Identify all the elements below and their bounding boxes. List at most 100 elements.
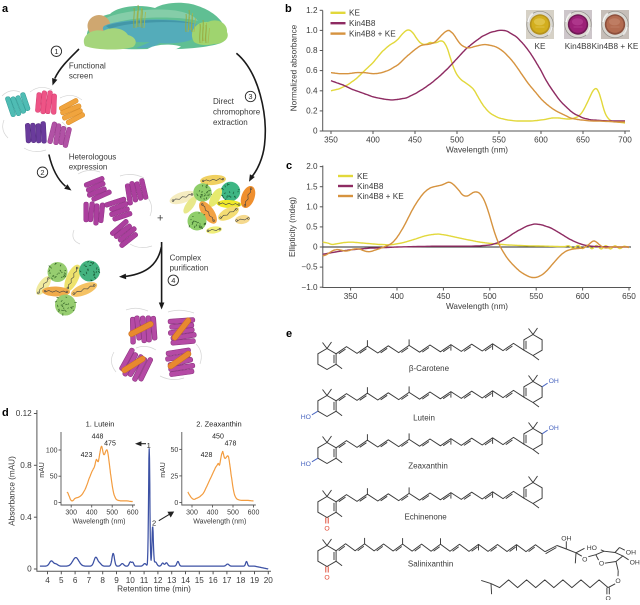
svg-text:b: b xyxy=(285,3,292,15)
svg-text:1.0: 1.0 xyxy=(306,202,318,211)
svg-text:700: 700 xyxy=(618,136,632,145)
svg-text:400: 400 xyxy=(390,292,404,301)
svg-text:−0.5: −0.5 xyxy=(301,263,318,272)
svg-text:e: e xyxy=(286,328,292,340)
svg-text:0: 0 xyxy=(54,500,58,507)
svg-text:25: 25 xyxy=(171,473,179,480)
svg-text:15: 15 xyxy=(195,576,205,585)
svg-text:1: 1 xyxy=(54,47,58,56)
svg-text:0: 0 xyxy=(313,127,318,136)
svg-text:650: 650 xyxy=(576,136,590,145)
svg-text:OH: OH xyxy=(549,425,559,432)
svg-text:Wavelength (nm): Wavelength (nm) xyxy=(446,302,508,311)
svg-text:17: 17 xyxy=(222,576,232,585)
svg-text:Wavelength (nm): Wavelength (nm) xyxy=(72,519,125,526)
svg-text:OH: OH xyxy=(561,535,571,542)
svg-text:purification: purification xyxy=(170,264,209,273)
svg-text:20: 20 xyxy=(264,576,274,585)
svg-text:450: 450 xyxy=(212,434,224,441)
svg-text:d: d xyxy=(2,407,9,419)
svg-text:−1.0: −1.0 xyxy=(301,283,318,292)
svg-text:0.12: 0.12 xyxy=(16,409,32,418)
svg-text:Functional: Functional xyxy=(69,62,106,71)
svg-text:1.5: 1.5 xyxy=(306,182,318,191)
svg-text:500: 500 xyxy=(106,510,118,517)
svg-text:0.6: 0.6 xyxy=(306,66,318,75)
svg-text:c: c xyxy=(286,160,292,172)
svg-text:KE: KE xyxy=(535,42,546,51)
svg-text:19: 19 xyxy=(250,576,260,585)
svg-text:O: O xyxy=(615,578,620,585)
svg-text:50: 50 xyxy=(171,447,179,454)
svg-text:Echinenone: Echinenone xyxy=(404,513,447,522)
svg-text:600: 600 xyxy=(248,510,260,517)
svg-text:8: 8 xyxy=(100,576,105,585)
svg-text:650: 650 xyxy=(622,292,636,301)
svg-text:448: 448 xyxy=(92,434,104,441)
svg-text:350: 350 xyxy=(324,136,338,145)
svg-text:600: 600 xyxy=(127,510,139,517)
svg-text:2.0: 2.0 xyxy=(306,162,318,171)
svg-text:screen: screen xyxy=(69,72,93,81)
svg-text:HO: HO xyxy=(301,414,311,421)
svg-text:0.8: 0.8 xyxy=(306,46,318,55)
svg-text:18: 18 xyxy=(236,576,246,585)
svg-text:400: 400 xyxy=(366,136,380,145)
svg-text:Kin4B8: Kin4B8 xyxy=(349,19,376,28)
svg-text:400: 400 xyxy=(86,510,98,517)
svg-text:0: 0 xyxy=(174,500,178,507)
svg-text:500: 500 xyxy=(483,292,497,301)
svg-text:600: 600 xyxy=(576,292,590,301)
svg-text:3: 3 xyxy=(248,92,252,101)
svg-text:550: 550 xyxy=(492,136,506,145)
svg-text:4: 4 xyxy=(45,576,50,585)
svg-text:O: O xyxy=(324,575,329,582)
svg-text:O: O xyxy=(599,561,604,568)
svg-text:a: a xyxy=(2,3,9,15)
svg-text:β-Carotene: β-Carotene xyxy=(409,364,450,373)
svg-text:KE: KE xyxy=(349,9,360,18)
svg-text:1: 1 xyxy=(147,441,151,450)
svg-text:428: 428 xyxy=(201,452,213,459)
svg-text:mAU: mAU xyxy=(39,462,46,478)
svg-text:Wavelength (nm): Wavelength (nm) xyxy=(193,519,246,526)
svg-text:0.5: 0.5 xyxy=(306,223,318,232)
svg-text:Kin4B8 + KE: Kin4B8 + KE xyxy=(592,42,639,51)
svg-text:0.4: 0.4 xyxy=(306,86,318,95)
svg-text:Kin4B8: Kin4B8 xyxy=(565,42,592,51)
svg-text:50: 50 xyxy=(50,474,58,481)
svg-text:550: 550 xyxy=(529,292,543,301)
svg-text:450: 450 xyxy=(408,136,422,145)
svg-text:500: 500 xyxy=(227,510,239,517)
svg-text:OH: OH xyxy=(630,560,640,567)
svg-text:300: 300 xyxy=(65,510,77,517)
svg-text:300: 300 xyxy=(186,510,198,517)
svg-text:HO: HO xyxy=(301,461,311,468)
svg-text:5: 5 xyxy=(59,576,64,585)
svg-text:4: 4 xyxy=(171,276,175,285)
svg-text:Retention time (min): Retention time (min) xyxy=(117,585,191,594)
svg-text:0: 0 xyxy=(313,243,318,252)
svg-text:Complex: Complex xyxy=(170,254,202,263)
svg-text:600: 600 xyxy=(534,136,548,145)
svg-text:350: 350 xyxy=(344,292,358,301)
svg-text:Salinixanthin: Salinixanthin xyxy=(408,560,453,569)
svg-text:423: 423 xyxy=(81,452,93,459)
svg-text:O: O xyxy=(605,595,610,600)
svg-text:0.8: 0.8 xyxy=(20,461,32,470)
svg-text:400: 400 xyxy=(207,510,219,517)
svg-text:Normalized absorbance: Normalized absorbance xyxy=(290,24,299,111)
svg-text:KE: KE xyxy=(357,172,368,181)
svg-text:O: O xyxy=(324,526,329,533)
svg-text:OH: OH xyxy=(626,549,636,556)
svg-text:2: 2 xyxy=(40,168,44,177)
svg-text:475: 475 xyxy=(104,441,116,448)
svg-text:Ellipticity (mdeg): Ellipticity (mdeg) xyxy=(288,197,297,257)
svg-text:chromophore: chromophore xyxy=(213,108,261,117)
svg-text:1.2: 1.2 xyxy=(306,6,318,15)
svg-text:450: 450 xyxy=(437,292,451,301)
svg-text:+: + xyxy=(157,213,163,225)
svg-text:mAU: mAU xyxy=(160,462,167,478)
svg-text:O: O xyxy=(582,556,587,563)
svg-text:expression: expression xyxy=(69,163,108,172)
